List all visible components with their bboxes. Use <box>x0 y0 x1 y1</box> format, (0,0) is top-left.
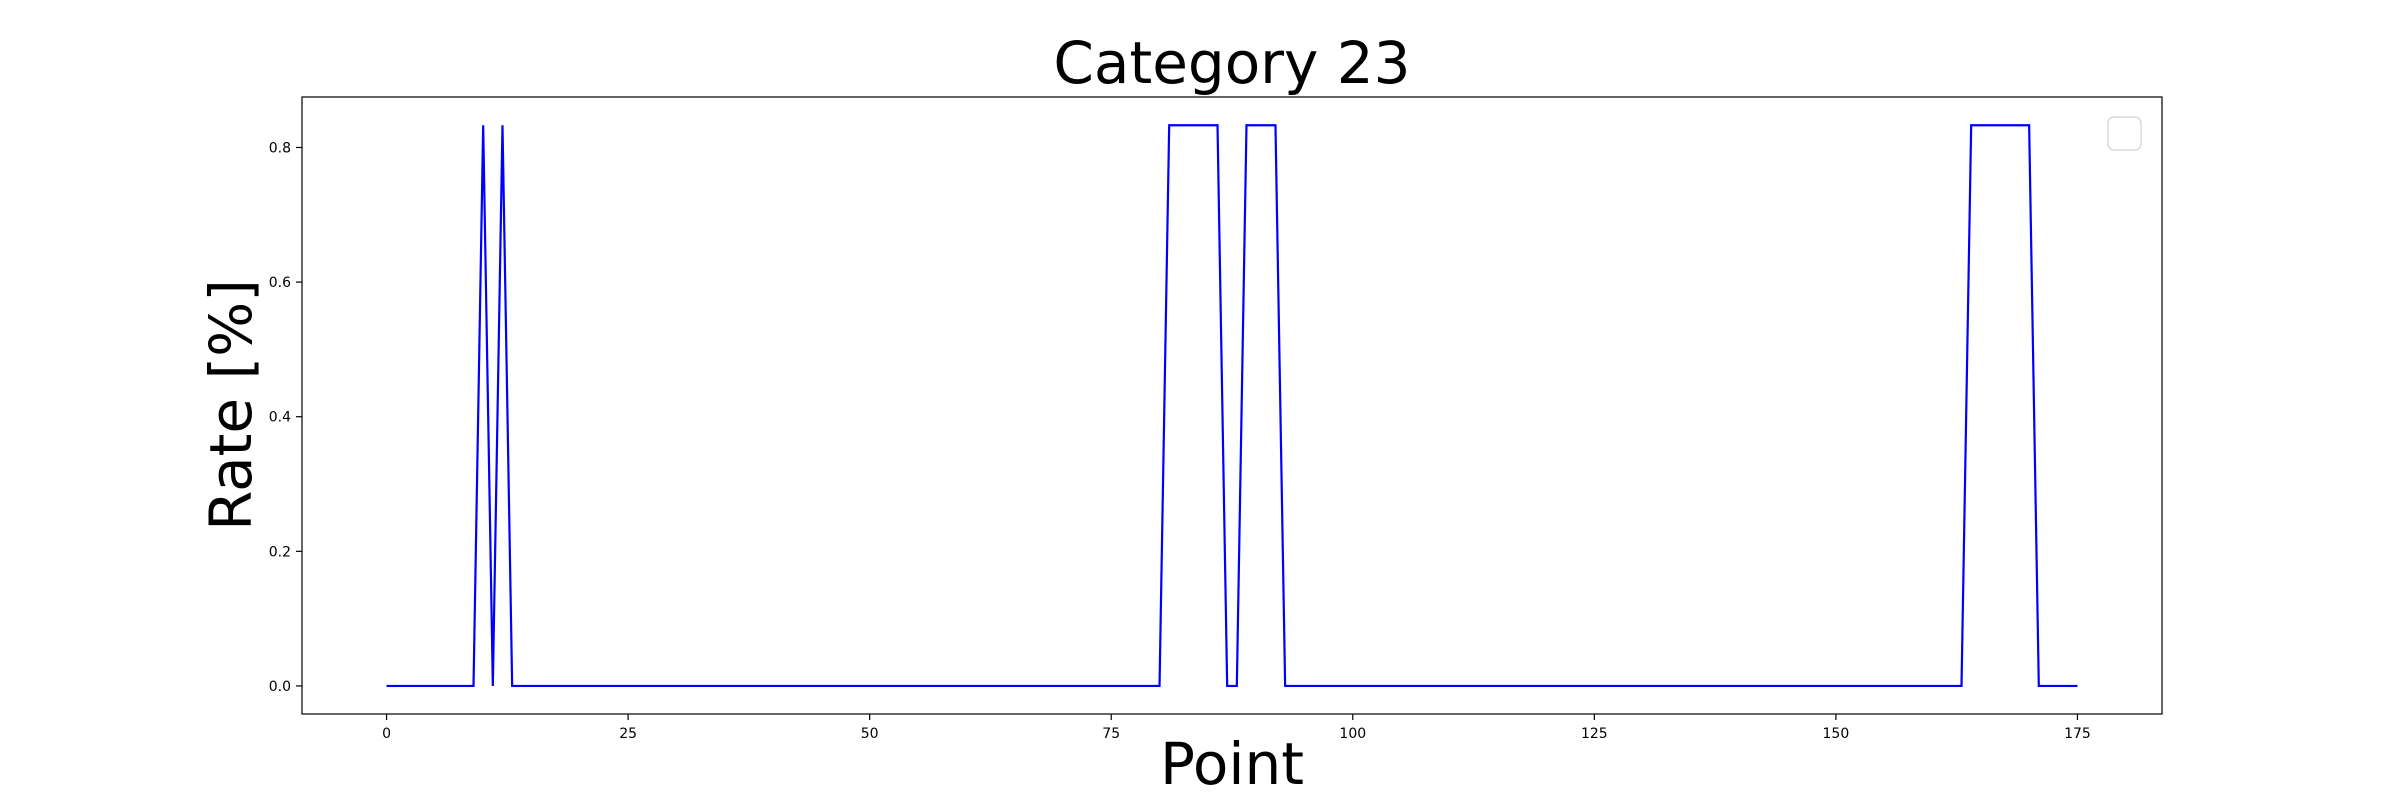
x-tick-label: 50 <box>861 726 879 742</box>
x-tick-label: 125 <box>1581 726 1608 742</box>
x-tick-label: 100 <box>1339 726 1366 742</box>
plot-area <box>386 124 2078 688</box>
x-tick-label: 0 <box>382 726 391 742</box>
x-tick-label: 75 <box>1102 726 1120 742</box>
plot-frame <box>301 96 2163 715</box>
x-tick-label: 25 <box>619 726 637 742</box>
x-axis: 0 25 50 75 100 125 150 175 <box>382 714 2091 742</box>
y-tick-label: 0.8 <box>269 140 291 156</box>
series-line-0 <box>386 124 2078 688</box>
y-tick-label: 0.4 <box>269 410 291 426</box>
x-tick-label: 175 <box>2064 726 2091 742</box>
y-tick-label: 0.0 <box>269 679 291 695</box>
legend <box>2107 116 2142 151</box>
x-tick-label: 150 <box>1823 726 1850 742</box>
x-axis-label: Point <box>1160 730 1304 798</box>
y-tick-label: 0.6 <box>269 275 291 291</box>
y-axis-label: Rate [%] <box>197 279 265 531</box>
y-tick-label: 0.2 <box>269 544 291 560</box>
chart-title: Category 23 <box>1053 29 1410 97</box>
y-axis: 0.0 0.2 0.4 0.6 0.8 <box>269 140 302 695</box>
